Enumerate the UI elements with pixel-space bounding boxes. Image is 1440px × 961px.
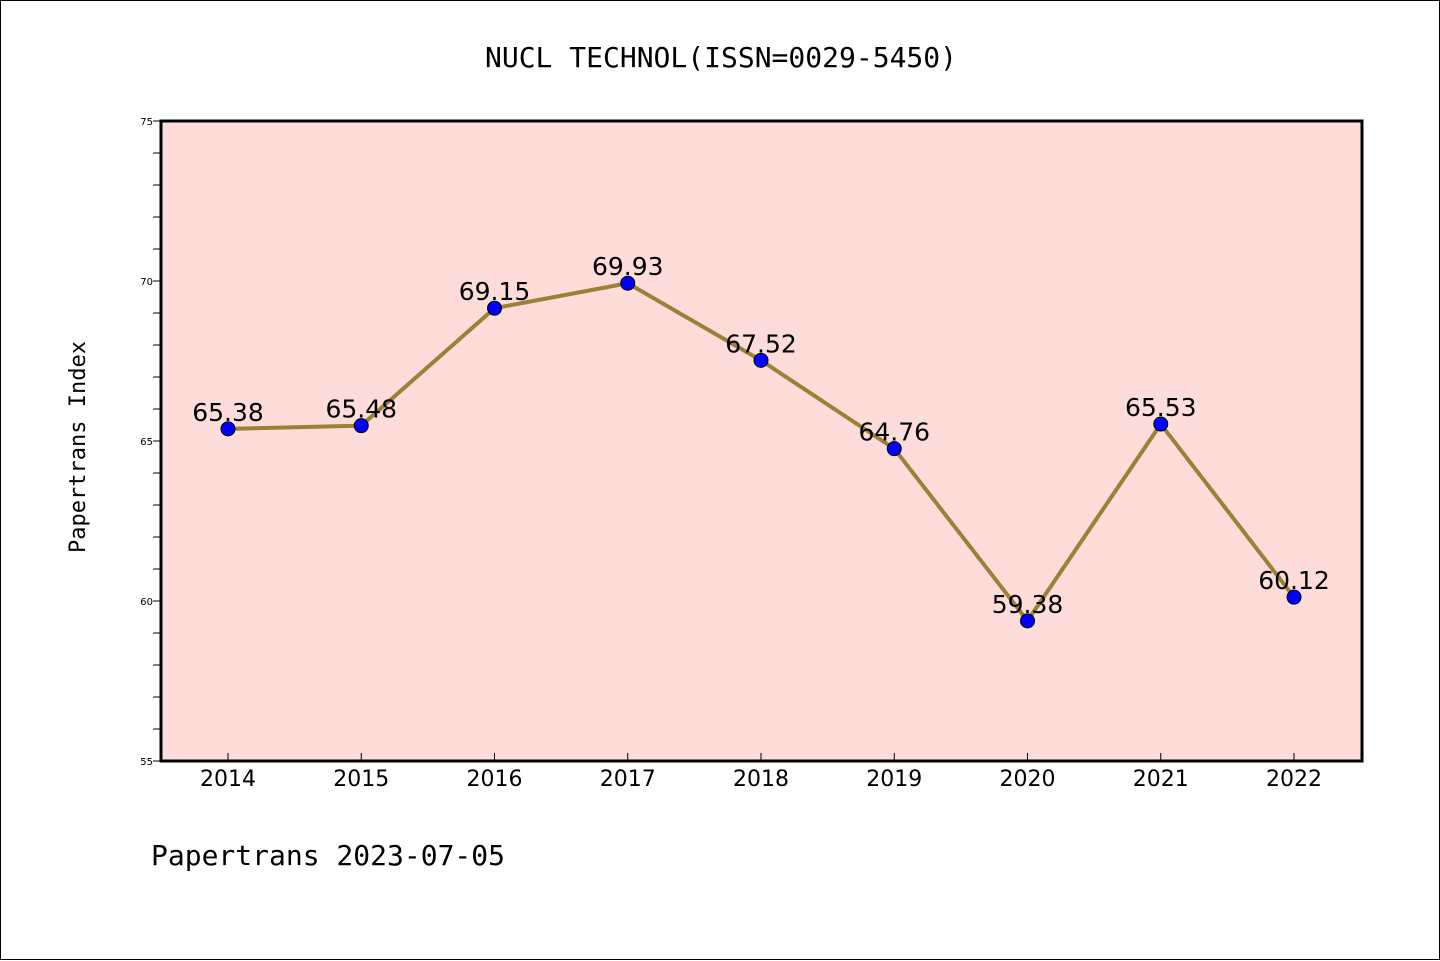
data-label: 59.38 <box>992 590 1064 619</box>
data-label: 64.76 <box>858 418 930 447</box>
y-axis-label: Papertrans Index <box>66 341 91 553</box>
data-point <box>753 352 769 368</box>
x-tick-label: 2022 <box>1266 767 1322 792</box>
data-point <box>1153 416 1169 432</box>
plot-area <box>159 119 1364 763</box>
data-point <box>220 421 236 437</box>
data-point <box>1020 613 1035 629</box>
data-point <box>620 275 636 291</box>
x-tick-label: 2014 <box>200 767 256 792</box>
data-label: 60.12 <box>1258 566 1330 595</box>
data-label: 69.15 <box>459 277 531 306</box>
data-label: 67.52 <box>725 329 797 358</box>
y-tick-label: 60 <box>140 597 153 608</box>
y-tick-label: 65 <box>140 437 153 448</box>
x-tick-label: 2017 <box>600 767 656 792</box>
y-axis: 55 60 65 70 75 <box>140 117 161 768</box>
x-tick-label: 2019 <box>866 767 922 792</box>
data-label: 65.48 <box>325 395 397 424</box>
data-point <box>886 441 902 457</box>
data-label: 65.53 <box>1125 393 1197 422</box>
x-tick-label: 2016 <box>467 767 523 792</box>
y-tick-label: 70 <box>140 277 153 288</box>
data-point <box>353 418 369 434</box>
chart-title: NUCL TECHNOL(ISSN=0029-5450) <box>485 41 957 74</box>
x-tick-label: 2018 <box>733 767 789 792</box>
data-label: 65.38 <box>192 398 264 427</box>
footer-text: Papertrans 2023-07-05 <box>151 839 505 872</box>
x-tick-label: 2021 <box>1133 767 1189 792</box>
data-point <box>1286 589 1302 605</box>
y-tick-label: 55 <box>140 757 153 768</box>
data-label: 69.93 <box>592 252 664 281</box>
x-axis: 2014 2015 2016 2017 2018 2019 2020 2021 2022 <box>200 753 1322 792</box>
data-point <box>487 300 502 316</box>
x-tick-label: 2020 <box>1000 767 1056 792</box>
data-labels: 65.38 65.48 69.15 69.93 67.52 64.76 59.38 65.53… <box>192 252 1330 619</box>
x-tick-label: 2015 <box>333 767 389 792</box>
data-markers <box>220 275 1302 629</box>
y-tick-label: 75 <box>140 117 153 128</box>
